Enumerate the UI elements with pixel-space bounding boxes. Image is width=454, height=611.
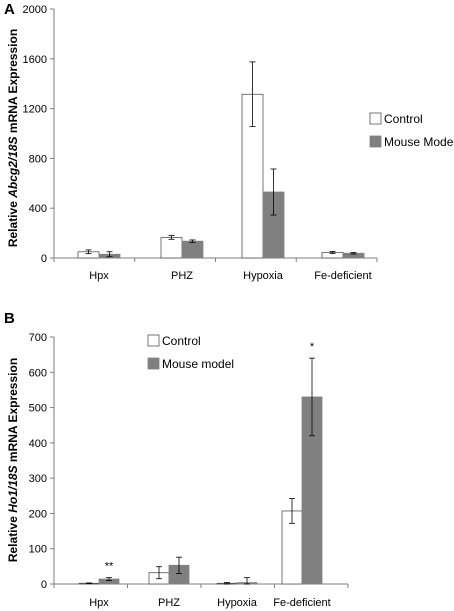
legend-swatch: [369, 112, 382, 125]
x-tick-label: Fe-deficient: [273, 597, 330, 609]
y-tick-label: 600: [29, 367, 47, 379]
x-tick-label: Hpx: [89, 270, 109, 282]
y-tick-label: 500: [29, 403, 47, 415]
bar-control: [160, 237, 183, 259]
y-tick-label: 700: [29, 332, 47, 344]
y-tick-label: 1200: [23, 104, 47, 116]
x-tick-label: Hpx: [89, 597, 109, 609]
legend-entry: Mouse Model: [384, 135, 454, 149]
y-tick-label: 0: [41, 253, 47, 265]
y-tick-label: 1600: [23, 54, 47, 66]
y-tick-label: 800: [29, 153, 47, 165]
x-tick-label: Hypoxia: [243, 270, 284, 282]
legend-swatch: [369, 135, 382, 148]
chart-panel-a: A 0 400 800 1200 1600 2000 Hpx PHZ Hypoxia Fe-defi…: [4, 1, 454, 282]
legend-entry: Control: [162, 334, 201, 348]
x-tick-label: Hypoxia: [217, 597, 258, 609]
legend-swatch: [147, 357, 160, 370]
x-tick-label: Fe-deficient: [314, 270, 371, 282]
legend-entry: Mouse model: [162, 357, 234, 371]
y-tick-label: 400: [29, 203, 47, 215]
legend-swatch: [147, 334, 160, 347]
panel-label: B: [4, 310, 15, 327]
y-axis-label: Relative Abcg2/18S mRNA Expression: [6, 29, 20, 247]
y-tick-label: 100: [29, 544, 47, 556]
y-axis-label: Relative Ho1/18S mRNA Expression: [6, 358, 20, 562]
x-tick-label: PHZ: [171, 270, 193, 282]
significance-label: **: [105, 561, 114, 573]
significance-label: *: [310, 341, 315, 353]
panel-label: A: [4, 1, 15, 18]
y-tick-label: 400: [29, 438, 47, 450]
bar-mouse-model: [181, 240, 204, 259]
x-tick-label: PHZ: [158, 597, 180, 609]
y-tick-label: 0: [41, 579, 47, 591]
y-tick-label: 2000: [23, 4, 47, 16]
y-tick-label: 300: [29, 473, 47, 485]
y-tick-label: 200: [29, 508, 47, 520]
chart-panel-b: B 0 100 200 300 400 500 600 700 Hpx PHZ Hypoxia Fe-d…: [4, 310, 349, 609]
legend: Control Mouse model: [147, 334, 234, 371]
legend: Control Mouse Model: [369, 112, 454, 149]
legend-entry: Control: [384, 112, 423, 126]
